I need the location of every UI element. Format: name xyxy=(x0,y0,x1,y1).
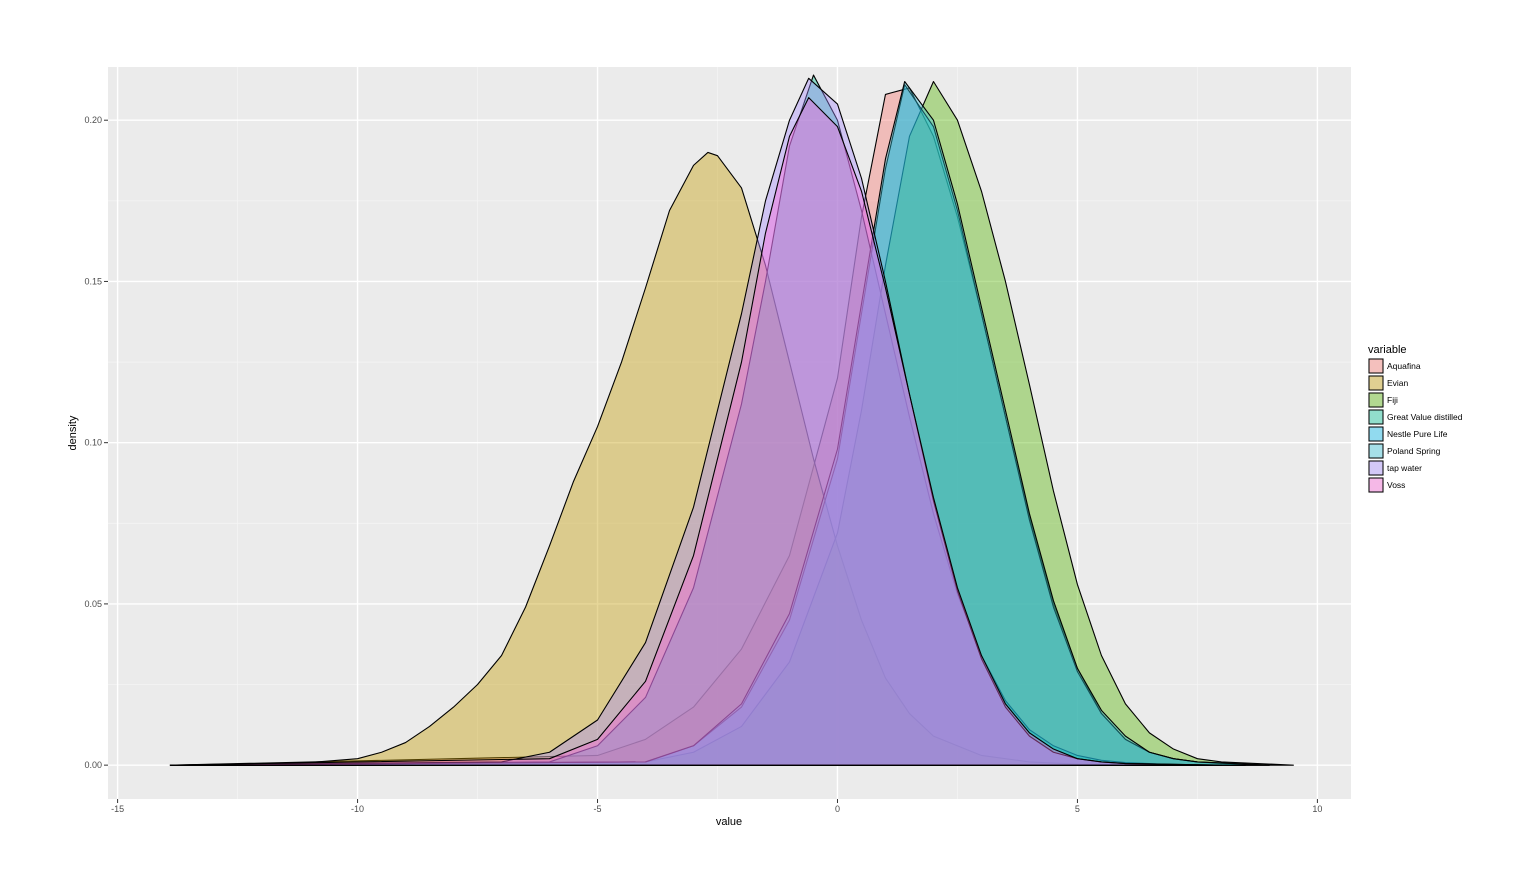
density-area-voss xyxy=(169,97,1222,766)
legend-key-bg xyxy=(1368,460,1384,476)
x-tick-label: 0 xyxy=(835,804,840,814)
density-area-fiji xyxy=(169,80,1294,766)
legend-swatch-voss xyxy=(1368,477,1384,493)
x-axis-title: value xyxy=(716,816,742,828)
legend-swatch-tap-water xyxy=(1368,460,1384,476)
legend-label-evian: Evian xyxy=(1387,378,1409,388)
x-tick-label: 5 xyxy=(1075,804,1080,814)
legend-label-aquafina: Aquafina xyxy=(1387,361,1421,371)
legend-label-great-value-distilled: Great Value distilled xyxy=(1387,412,1463,422)
x-tick-label: -10 xyxy=(351,804,364,814)
legend-key-bg xyxy=(1368,409,1384,425)
x-tick-label: 10 xyxy=(1312,804,1322,814)
legend-label-fiji: Fiji xyxy=(1387,395,1398,405)
y-axis-title: density xyxy=(67,415,79,450)
y-tick-label: 0.15 xyxy=(84,276,102,286)
legend-key-bg xyxy=(1368,477,1384,493)
legend-label-tap-water: tap water xyxy=(1387,463,1422,473)
y-tick-label: 0.10 xyxy=(84,438,102,448)
legend-swatch-fiji xyxy=(1368,392,1384,408)
legend-swatch-great-value-distilled xyxy=(1368,409,1384,425)
y-tick-label: 0.05 xyxy=(84,599,102,609)
density-areas xyxy=(169,74,1294,766)
legend-title: variable xyxy=(1368,344,1407,356)
y-tick-label: 0.20 xyxy=(84,115,102,125)
legend: variable Aquafina Evian Fiji Great Value di… xyxy=(1368,344,1463,493)
legend-items: Aquafina Evian Fiji Great Value distilled Ne… xyxy=(1368,358,1463,493)
density-area-great-value-distilled xyxy=(169,74,1246,766)
legend-label-nestle-pure-life: Nestle Pure Life xyxy=(1387,429,1448,439)
legend-key-bg xyxy=(1368,426,1384,442)
density-area-poland-spring xyxy=(169,80,1270,766)
legend-swatch-nestle-pure-life xyxy=(1368,426,1384,442)
legend-swatch-evian xyxy=(1368,375,1384,391)
legend-key-bg xyxy=(1368,392,1384,408)
legend-key-bg xyxy=(1368,358,1384,374)
legend-label-poland-spring: Poland Spring xyxy=(1387,446,1441,456)
y-axis: 0.00 0.05 0.10 0.15 0.20 xyxy=(84,115,108,770)
x-tick-label: -5 xyxy=(594,804,602,814)
legend-swatch-aquafina xyxy=(1368,358,1384,374)
y-tick-label: 0.00 xyxy=(84,760,102,770)
x-tick-label: -15 xyxy=(111,804,124,814)
density-area-evian xyxy=(169,151,1246,766)
x-axis: -15 -10 -5 0 5 10 xyxy=(111,799,1322,814)
legend-label-voss: Voss xyxy=(1387,480,1405,490)
legend-swatch-poland-spring xyxy=(1368,443,1384,459)
legend-key-bg xyxy=(1368,375,1384,391)
legend-key-bg xyxy=(1368,443,1384,459)
plot-panel xyxy=(108,67,1351,799)
